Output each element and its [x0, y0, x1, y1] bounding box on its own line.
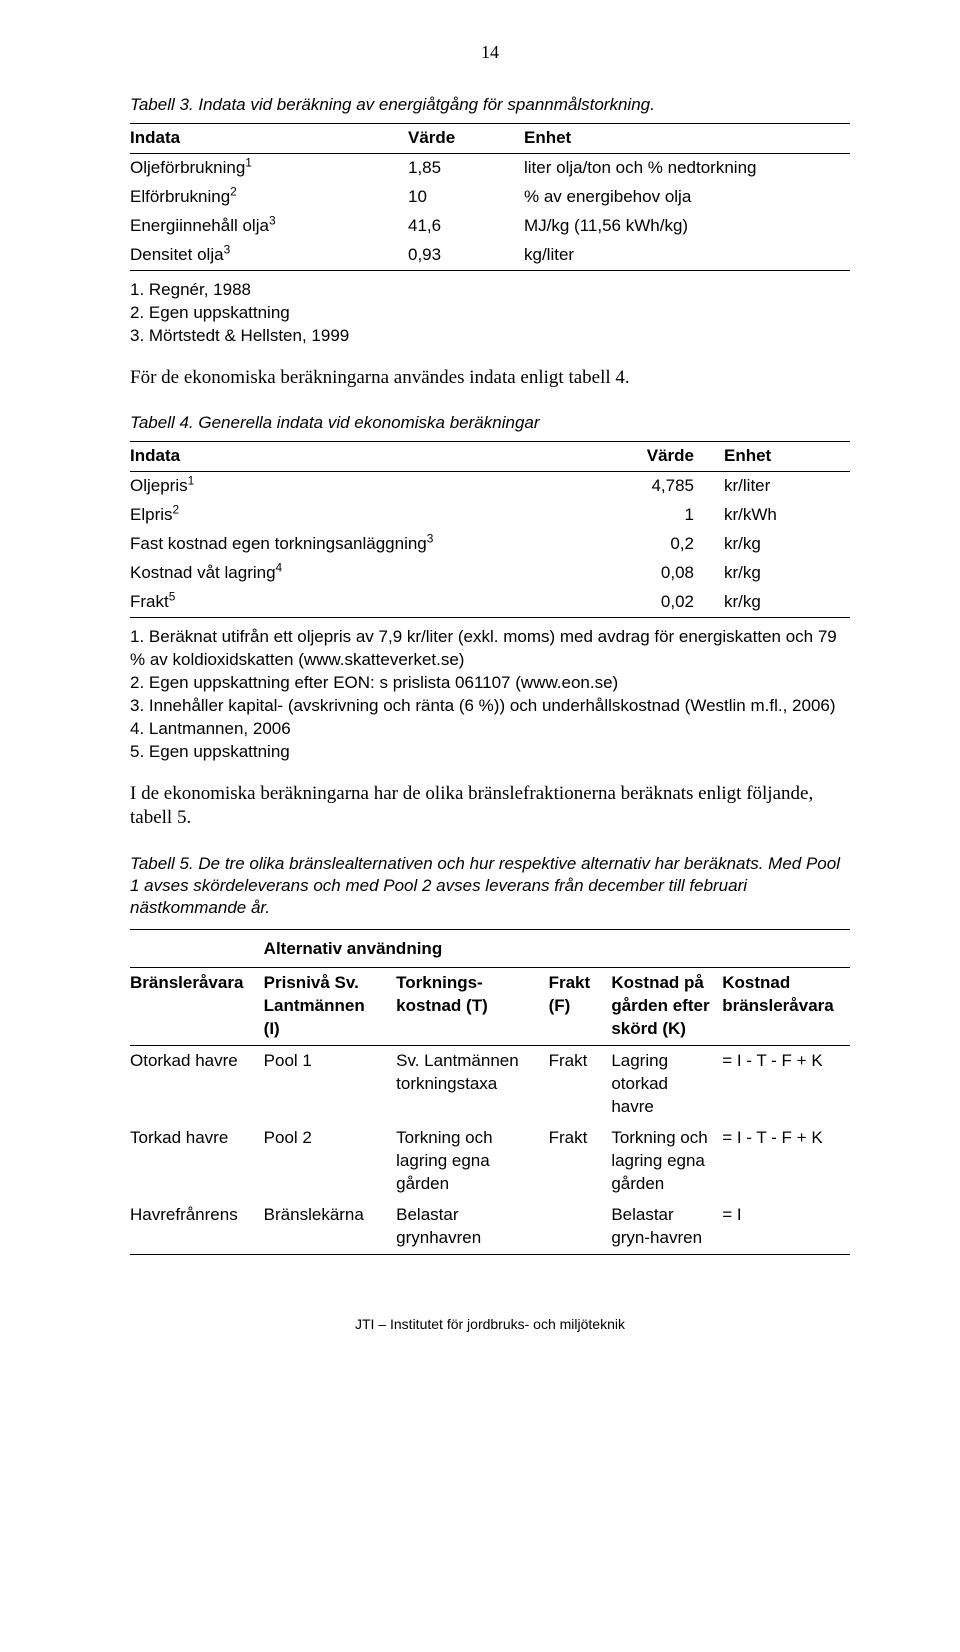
table-cell: 10: [378, 183, 524, 212]
table-cell: Fast kostnad egen torkningsanläggning3: [130, 530, 574, 559]
table-cell: % av energibehov olja: [524, 183, 850, 212]
note-item: 5. Egen uppskattning: [130, 741, 850, 764]
table-cell: = I - T - F + K: [722, 1123, 850, 1200]
table-cell: [611, 930, 722, 968]
table-cell: kr/kWh: [724, 501, 850, 530]
table-cell: Pool 1: [264, 1046, 396, 1123]
table-cell: kr/kg: [724, 530, 850, 559]
table5-header: Frakt(F): [549, 968, 612, 1046]
table-cell: Frakt: [549, 1046, 612, 1123]
table-cell: liter olja/ton och % nedtorkning: [524, 154, 850, 183]
table5-header: Prisnivå Sv.Lantmännen (I): [264, 968, 396, 1046]
table-cell: 1,85: [378, 154, 524, 183]
page-number: 14: [130, 40, 850, 64]
table-cell: Otorkad havre: [130, 1046, 264, 1123]
table-cell: 1: [574, 501, 724, 530]
note-item: 3. Innehåller kapital- (avskrivning och …: [130, 695, 850, 718]
table-cell: 0,93: [378, 241, 524, 270]
table-cell: Belastar gryn-havren: [611, 1200, 722, 1254]
table-cell: [130, 930, 264, 968]
paragraph: För de ekonomiska beräkningarna användes…: [130, 366, 850, 391]
table-cell: 0,2: [574, 530, 724, 559]
table-cell: Torkad havre: [130, 1123, 264, 1200]
note-item: 4. Lantmannen, 2006: [130, 718, 850, 741]
table-cell: 41,6: [378, 212, 524, 241]
table-cell: Frakt: [549, 1123, 612, 1200]
alt-header: Alternativ användning: [264, 930, 612, 968]
note-item: 2. Egen uppskattning: [130, 302, 850, 325]
table-cell: Densitet olja3: [130, 241, 378, 270]
note-item: 1. Beräknat utifrån ett oljepris av 7,9 …: [130, 626, 850, 672]
table-cell: 0,02: [574, 588, 724, 617]
table3-header: Indata: [130, 124, 378, 154]
note-item: 3. Mörtstedt & Hellsten, 1999: [130, 325, 850, 348]
table3-header: Enhet: [524, 124, 850, 154]
table-cell: kr/kg: [724, 559, 850, 588]
table-cell: = I - T - F + K: [722, 1046, 850, 1123]
table-cell: Oljeförbrukning1: [130, 154, 378, 183]
note-item: 2. Egen uppskattning efter EON: s prisli…: [130, 672, 850, 695]
table-cell: kr/kg: [724, 588, 850, 617]
table5-header: Bränsleråvara: [130, 968, 264, 1046]
table-cell: 4,785: [574, 472, 724, 501]
paragraph: I de ekonomiska beräkningarna har de oli…: [130, 782, 850, 831]
table-cell: Lagring otorkad havre: [611, 1046, 722, 1123]
table4-caption: Tabell 4. Generella indata vid ekonomisk…: [130, 412, 850, 435]
table-cell: Havrefrånrens: [130, 1200, 264, 1254]
table-cell: [722, 930, 850, 968]
page-container: 14 Tabell 3. Indata vid beräkning av ene…: [0, 0, 960, 1393]
table-cell: Pool 2: [264, 1123, 396, 1200]
table-cell: Kostnad våt lagring4: [130, 559, 574, 588]
table-cell: kr/liter: [724, 472, 850, 501]
table-cell: = I: [722, 1200, 850, 1254]
note-item: 1. Regnér, 1988: [130, 279, 850, 302]
table3-notes: 1. Regnér, 1988 2. Egen uppskattning 3. …: [130, 279, 850, 348]
table4-header: Värde: [574, 442, 724, 472]
table5: Alternativ användning Bränsleråvara Pris…: [130, 929, 850, 1254]
table-cell: Elpris2: [130, 501, 574, 530]
table-cell: [549, 1200, 612, 1254]
table-cell: 0,08: [574, 559, 724, 588]
table3-caption: Tabell 3. Indata vid beräkning av energi…: [130, 94, 850, 117]
table4-notes: 1. Beräknat utifrån ett oljepris av 7,9 …: [130, 626, 850, 764]
table4-header: Indata: [130, 442, 574, 472]
table-cell: Torkning och lagring egna gården: [611, 1123, 722, 1200]
table5-caption: Tabell 5. De tre olika bränslealternativ…: [130, 853, 850, 919]
table-cell: Torkning och lagring egna gården: [396, 1123, 548, 1200]
table3: Indata Värde Enhet Oljeförbrukning1 1,85…: [130, 123, 850, 271]
table-cell: Elförbrukning2: [130, 183, 378, 212]
table4-header: Enhet: [724, 442, 850, 472]
footer: JTI – Institutet för jordbruks- och milj…: [130, 1315, 850, 1334]
table-cell: MJ/kg (11,56 kWh/kg): [524, 212, 850, 241]
table-cell: Energiinnehåll olja3: [130, 212, 378, 241]
table-cell: Sv. Lantmännen torkningstaxa: [396, 1046, 548, 1123]
table-cell: Oljepris1: [130, 472, 574, 501]
table-cell: kg/liter: [524, 241, 850, 270]
table5-header: Kostnad pågården efterskörd (K): [611, 968, 722, 1046]
table5-header: Torknings-kostnad (T): [396, 968, 548, 1046]
table3-header: Värde: [378, 124, 524, 154]
table-cell: Belastar grynhavren: [396, 1200, 548, 1254]
table5-header: Kostnadbränsleråvara: [722, 968, 850, 1046]
table4: Indata Värde Enhet Oljepris1 4,785 kr/li…: [130, 441, 850, 618]
table-cell: Bränslekärna: [264, 1200, 396, 1254]
table-cell: Frakt5: [130, 588, 574, 617]
